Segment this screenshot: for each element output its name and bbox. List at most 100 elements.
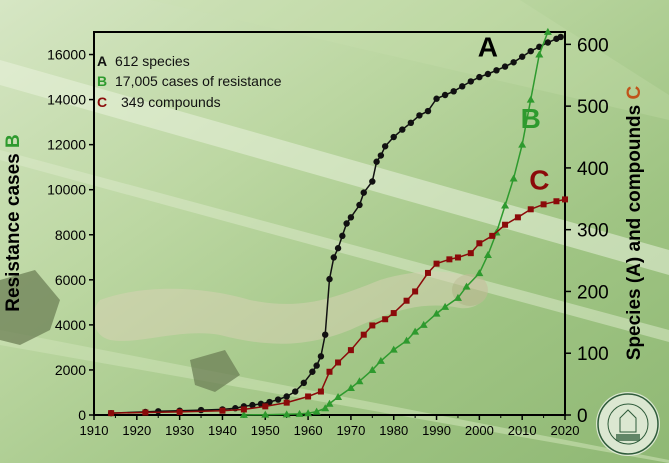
series-c-point <box>540 201 547 208</box>
left-axis-title-text: Resistance cases <box>3 148 24 312</box>
series-c-point <box>176 408 183 415</box>
series-c-point <box>412 288 419 295</box>
legend-key-a: A <box>97 53 107 69</box>
right-tick-label: 400 <box>577 159 609 180</box>
series-a-point <box>527 47 534 55</box>
series-c-point <box>489 232 496 239</box>
series-annotation-b: B <box>521 103 541 134</box>
series-c-point <box>335 359 342 366</box>
right-tick-label: 200 <box>577 282 609 303</box>
series-b-point <box>261 410 270 418</box>
series-annotation-a: A <box>478 32 498 63</box>
series-a-point <box>197 406 205 414</box>
series-a-point <box>424 107 432 115</box>
series-b-point <box>304 409 313 417</box>
right-tick-label: 0 <box>577 406 588 427</box>
series-a-point <box>373 158 380 165</box>
series-b-point <box>453 293 462 301</box>
x-tick-label: 1980 <box>379 423 408 438</box>
left-tick-label: 0 <box>78 407 86 423</box>
series-c-point <box>262 403 269 410</box>
x-tick-label: 1910 <box>80 423 109 438</box>
series-b-point <box>509 174 518 182</box>
legend-text-a: 612 species <box>115 53 190 69</box>
series-a-point <box>484 70 492 78</box>
legend-text-b: 17,005 cases of resistance <box>115 73 282 89</box>
legend-key-c: C <box>97 94 107 110</box>
right-tick-label: 500 <box>577 97 609 118</box>
x-tick-label: 1930 <box>165 423 194 438</box>
series-b-point <box>419 320 428 328</box>
series-b-point <box>239 410 248 418</box>
series-a-point <box>313 362 320 369</box>
series-a-point <box>283 393 290 400</box>
series-a-point <box>544 39 552 46</box>
series-b-point <box>411 327 420 335</box>
caterpillar-shape <box>93 271 488 344</box>
series-c-point <box>553 198 560 205</box>
series-a <box>107 33 564 417</box>
left-axis-title: Resistance cases B <box>3 134 24 311</box>
series-a-point <box>274 396 282 403</box>
series-b-point <box>518 140 527 148</box>
series-a-point <box>326 275 333 283</box>
series-c-point <box>390 310 397 317</box>
right-axis-title-text: Species (A) and compounds <box>624 99 645 360</box>
series-c-point <box>240 406 247 413</box>
series-b-point <box>389 345 398 353</box>
series-a-point <box>433 95 440 102</box>
x-tick-label: 2010 <box>508 423 537 438</box>
series-c-point <box>360 331 367 338</box>
series-a-point <box>330 254 337 261</box>
series-b-point <box>441 302 450 310</box>
series-a-point <box>476 73 483 81</box>
series-a-point <box>300 379 308 387</box>
series-b-point <box>462 282 471 290</box>
series-a-point <box>343 220 350 227</box>
series-a-point <box>381 143 389 150</box>
series-a-point <box>459 83 466 90</box>
series-a-point <box>390 133 397 141</box>
series-a-point <box>510 59 517 66</box>
x-tick-label: 1960 <box>294 423 323 438</box>
series-a-line <box>111 36 562 414</box>
series-a-point <box>501 63 509 70</box>
series-b-point <box>346 383 355 391</box>
series-b-point <box>282 410 291 418</box>
series-a-point <box>450 88 457 95</box>
series-c-point <box>502 221 509 228</box>
series-b-point <box>475 269 484 277</box>
series-b-point <box>402 336 411 344</box>
series-b-point <box>321 404 330 412</box>
series-annotation-c: C <box>529 165 549 196</box>
series-a-point <box>356 201 363 209</box>
left-tick-label: 10000 <box>47 182 86 198</box>
x-tick-label: 1940 <box>208 423 237 438</box>
series-c-point <box>514 214 521 221</box>
left-tick-label: 2000 <box>55 362 86 378</box>
leaf-holes <box>0 270 240 392</box>
left-tick-label: 12000 <box>47 137 86 153</box>
series-a-point <box>155 408 162 415</box>
series-a-point <box>416 112 423 119</box>
series-a-point <box>467 78 474 85</box>
series-a-point <box>292 388 299 395</box>
series-b-point <box>501 201 510 209</box>
series-c-point <box>562 196 568 203</box>
x-tick-label: 1970 <box>336 423 365 438</box>
series-b-point <box>432 309 441 317</box>
left-tick-label: 6000 <box>55 272 86 288</box>
series-c-point <box>142 409 149 416</box>
series-a-point <box>557 33 564 41</box>
series-a-point <box>317 353 325 360</box>
x-tick-label: 1950 <box>251 423 280 438</box>
series-a-point <box>309 368 316 375</box>
series-a-point <box>518 53 526 60</box>
university-seal <box>596 392 660 456</box>
series-b <box>239 27 552 418</box>
series-c-point <box>305 393 312 400</box>
right-axis-title: Species (A) and compounds C <box>624 85 645 360</box>
x-tick-label: 1920 <box>122 423 151 438</box>
series-c-point <box>219 407 226 414</box>
series-c-point <box>424 269 431 276</box>
